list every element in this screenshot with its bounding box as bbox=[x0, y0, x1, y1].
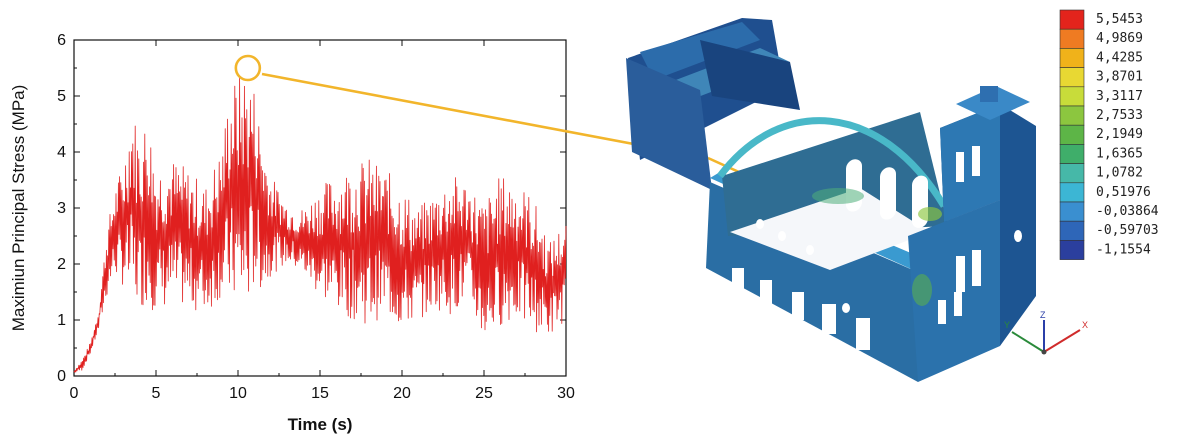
model-window bbox=[880, 167, 896, 220]
legend-value: 1,0782 bbox=[1096, 166, 1143, 181]
y-tick-label: 4 bbox=[57, 144, 66, 161]
legend-value: 5,5453 bbox=[1096, 12, 1143, 27]
legend-swatch bbox=[1059, 163, 1085, 184]
model-round-window bbox=[778, 231, 786, 241]
model-door bbox=[822, 304, 836, 334]
y-tick-label: 5 bbox=[57, 88, 66, 105]
model-tower-window bbox=[972, 146, 980, 176]
legend-swatch bbox=[1059, 124, 1085, 145]
model-tower-front bbox=[908, 200, 1000, 382]
model-tower-window bbox=[954, 292, 962, 316]
legend-swatch bbox=[1059, 105, 1085, 126]
legend-value: 4,9869 bbox=[1096, 31, 1143, 46]
legend-value: 2,1949 bbox=[1096, 127, 1143, 142]
x-axis-title: Time (s) bbox=[288, 415, 353, 434]
triad-x-label: X bbox=[1082, 320, 1088, 330]
triad-y-label: Y bbox=[1004, 320, 1010, 330]
model-door bbox=[760, 280, 772, 308]
model-round-window bbox=[806, 245, 814, 255]
model-window bbox=[846, 159, 862, 212]
y-tick-label: 1 bbox=[57, 312, 66, 329]
x-tick-label: 30 bbox=[557, 385, 575, 402]
y-tick-label: 3 bbox=[57, 200, 66, 217]
model-window bbox=[912, 175, 928, 228]
model-arch bbox=[717, 117, 947, 208]
axis-triad: X Y Z bbox=[1004, 310, 1088, 355]
model-left-end-wall bbox=[626, 58, 712, 190]
x-tick-label: 25 bbox=[475, 385, 493, 402]
triad-origin bbox=[1041, 349, 1047, 355]
y-axis-title: Maximiun Principal Stress (MPa) bbox=[9, 85, 28, 332]
legend-swatch bbox=[1059, 67, 1085, 88]
legend-value: -1,1554 bbox=[1096, 242, 1151, 257]
x-tick-label: 20 bbox=[393, 385, 411, 402]
model-tower-cap bbox=[956, 86, 1030, 120]
stress-series bbox=[73, 75, 567, 373]
model-round-window bbox=[1014, 230, 1022, 242]
model-tower-face bbox=[940, 104, 1000, 222]
peak-marker bbox=[234, 54, 262, 82]
model-door bbox=[856, 318, 870, 350]
stress-line bbox=[73, 75, 567, 373]
x-tick-label: 15 bbox=[311, 385, 329, 402]
model-round-window bbox=[756, 219, 764, 229]
y-tick-label: 0 bbox=[57, 368, 66, 385]
model-tower-window bbox=[938, 300, 946, 324]
x-tick-label: 10 bbox=[229, 385, 247, 402]
model-stress-hotspot bbox=[912, 274, 932, 306]
model-door bbox=[792, 292, 804, 320]
stress-chart: 0 1 2 3 4 5 6 0 5 10 15 20 25 30 Time (s) Maximiun P… bbox=[9, 32, 575, 434]
model-rear-room-floor bbox=[640, 22, 760, 80]
model-door bbox=[732, 268, 744, 292]
model-tower-top bbox=[980, 86, 998, 102]
legend-swatch bbox=[1059, 144, 1085, 164]
triad-z-label: Z bbox=[1040, 310, 1046, 320]
x-axis-ticks: 0 5 10 15 20 25 30 bbox=[70, 40, 575, 402]
model-stress-hotspot bbox=[918, 207, 942, 221]
legend-value: 0,51976 bbox=[1096, 185, 1151, 200]
stress-color-legend: 5,5453 4,9869 4,4285 3,8701 3,3117 2,7533 2,19… bbox=[1059, 9, 1159, 260]
model-tower-window bbox=[956, 256, 965, 292]
model-rear-box bbox=[700, 40, 800, 110]
y-tick-label: 6 bbox=[57, 32, 66, 49]
triad-y-axis bbox=[1011, 331, 1045, 353]
legend-value: 2,7533 bbox=[1096, 108, 1143, 123]
legend-swatch bbox=[1059, 86, 1085, 107]
y-tick-label: 2 bbox=[57, 256, 66, 273]
legend-swatch bbox=[1059, 201, 1085, 222]
legend-swatch bbox=[1059, 220, 1085, 241]
legend-value: -0,03864 bbox=[1096, 204, 1159, 219]
legend-value: -0,59703 bbox=[1096, 223, 1159, 238]
fe-building-model bbox=[626, 18, 1036, 382]
model-tower-window bbox=[972, 250, 981, 286]
legend-swatch bbox=[1059, 240, 1085, 260]
x-tick-label: 5 bbox=[152, 385, 161, 402]
legend-swatch bbox=[1059, 48, 1085, 68]
legend-value: 3,3117 bbox=[1096, 89, 1143, 104]
legend-swatch bbox=[1059, 28, 1085, 49]
x-tick-label: 0 bbox=[70, 385, 79, 402]
legend-value: 1,6365 bbox=[1096, 146, 1143, 161]
model-stress-hotspot bbox=[812, 188, 864, 204]
legend-swatch bbox=[1059, 9, 1085, 30]
legend-value: 3,8701 bbox=[1096, 70, 1143, 85]
model-round-window bbox=[842, 303, 850, 313]
legend-value: 4,4285 bbox=[1096, 50, 1143, 65]
legend-swatch bbox=[1059, 182, 1085, 203]
triad-x-axis bbox=[1043, 329, 1081, 353]
model-tower-window bbox=[956, 152, 964, 182]
